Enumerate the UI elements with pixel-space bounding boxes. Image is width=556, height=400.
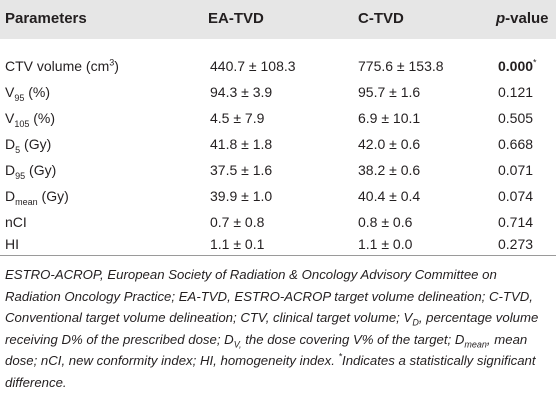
table-row: nCI 0.7 ± 0.8 0.8 ± 0.6 0.714 — [0, 210, 556, 236]
header-p-value: p-value — [496, 10, 549, 27]
parameter-cell: D5 (Gy) — [5, 136, 52, 155]
c-tvd-cell: 95.7 ± 1.6 — [358, 84, 421, 100]
c-tvd-cell: 38.2 ± 0.6 — [358, 162, 421, 178]
parameter-cell: V105 (%) — [5, 110, 56, 129]
p-value-cell: 0.074 — [498, 188, 534, 204]
table-header-row: Parameters EA-TVD C-TVD p-value — [0, 0, 556, 39]
header-c-tvd: C-TVD — [358, 10, 404, 27]
ea-tvd-cell: 440.7 ± 108.3 — [210, 58, 296, 74]
ea-tvd-cell: 1.1 ± 0.1 — [210, 236, 265, 252]
c-tvd-cell: 1.1 ± 0.0 — [358, 236, 413, 252]
header-ea-tvd: EA-TVD — [208, 10, 264, 27]
p-value-cell: 0.714 — [498, 214, 534, 230]
parameter-cell: nCI — [5, 214, 27, 230]
ea-tvd-cell: 39.9 ± 1.0 — [210, 188, 273, 204]
table-footnote: ESTRO-ACROP, European Society of Radiati… — [5, 267, 539, 390]
ea-tvd-cell: 37.5 ± 1.6 — [210, 162, 273, 178]
table-row: V95 (%) 94.3 ± 3.9 95.7 ± 1.6 0.121 — [0, 80, 556, 106]
p-value-cell: 0.121 — [498, 84, 534, 100]
ea-tvd-cell: 0.7 ± 0.8 — [210, 214, 265, 230]
p-value-cell: 0.668 — [498, 136, 534, 152]
p-value-cell: 0.071 — [498, 162, 534, 178]
parameter-cell: CTV volume (cm3) — [5, 57, 119, 74]
table-row: Dmean (Gy) 39.9 ± 1.0 40.4 ± 0.4 0.074 — [0, 184, 556, 210]
table-row: HI 1.1 ± 0.1 1.1 ± 0.0 0.273 — [0, 232, 556, 258]
parameter-cell: V95 (%) — [5, 84, 51, 103]
p-value-cell: 0.273 — [498, 236, 534, 252]
p-value-cell: 0.000* — [498, 57, 537, 74]
c-tvd-cell: 775.6 ± 153.8 — [358, 58, 444, 74]
c-tvd-cell: 0.8 ± 0.6 — [358, 214, 413, 230]
c-tvd-cell: 42.0 ± 0.6 — [358, 136, 421, 152]
table-row: D5 (Gy) 41.8 ± 1.8 42.0 ± 0.6 0.668 — [0, 132, 556, 158]
c-tvd-cell: 40.4 ± 0.4 — [358, 188, 421, 204]
c-tvd-cell: 6.9 ± 10.1 — [358, 110, 421, 126]
ea-tvd-cell: 94.3 ± 3.9 — [210, 84, 273, 100]
ea-tvd-cell: 4.5 ± 7.9 — [210, 110, 265, 126]
table-row: D95 (Gy) 37.5 ± 1.6 38.2 ± 0.6 0.071 — [0, 158, 556, 184]
table-row: V105 (%) 4.5 ± 7.9 6.9 ± 10.1 0.505 — [0, 106, 556, 132]
parameter-cell: D95 (Gy) — [5, 162, 57, 181]
header-parameters: Parameters — [5, 10, 87, 27]
ea-tvd-cell: 41.8 ± 1.8 — [210, 136, 273, 152]
table-bottom-rule — [0, 255, 556, 256]
parameter-cell: Dmean (Gy) — [5, 188, 69, 207]
table-row: CTV volume (cm3) 440.7 ± 108.3 775.6 ± 153… — [0, 54, 556, 80]
p-value-cell: 0.505 — [498, 110, 534, 126]
parameter-cell: HI — [5, 236, 19, 252]
